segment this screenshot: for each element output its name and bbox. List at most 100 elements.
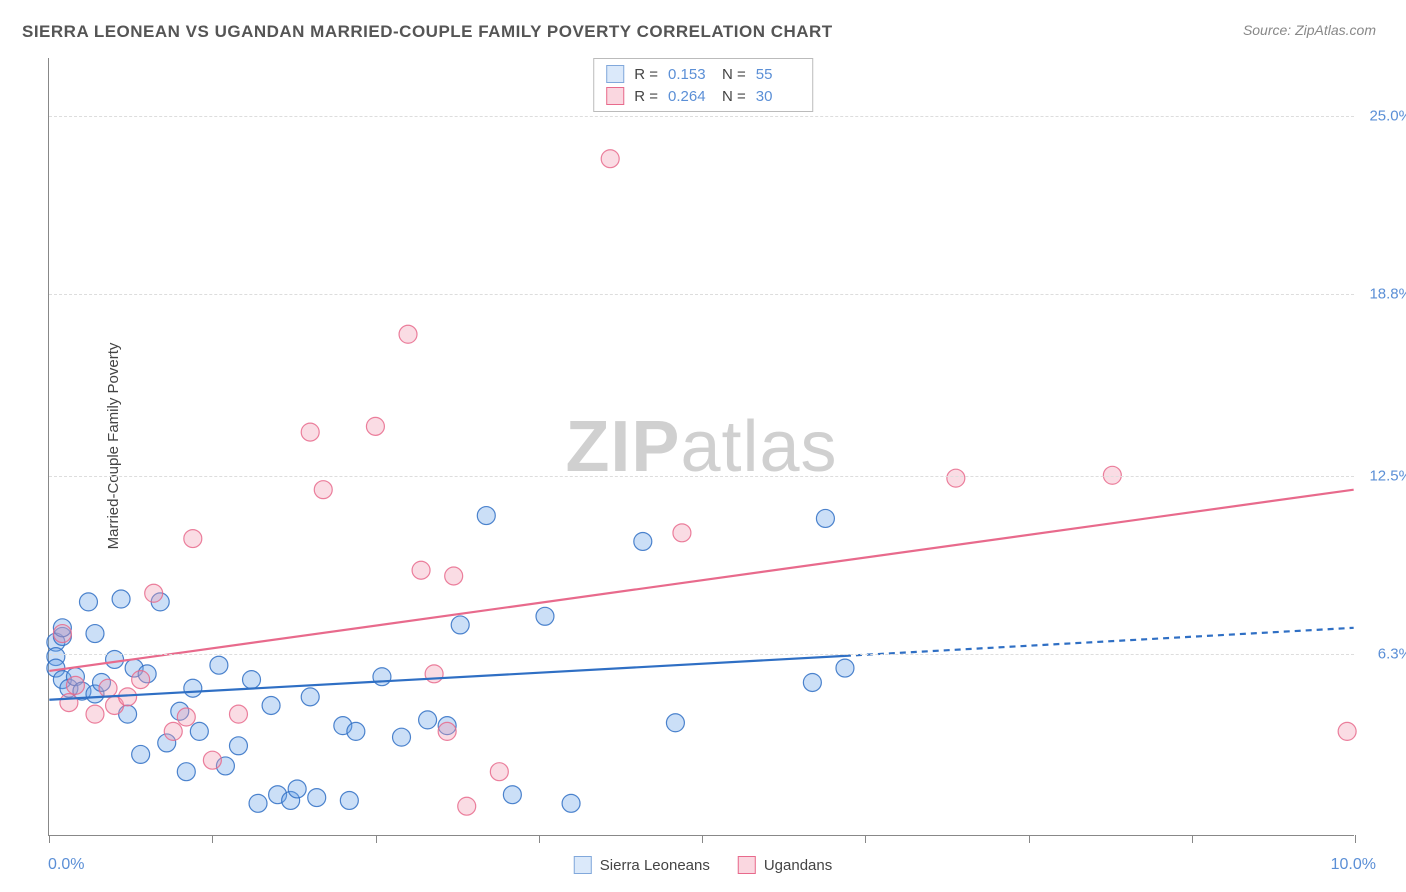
scatter-point: [210, 656, 228, 674]
r-value-1: 0.153: [668, 66, 712, 83]
scatter-point: [184, 679, 202, 697]
scatter-point: [412, 561, 430, 579]
source-attribution: Source: ZipAtlas.com: [1243, 22, 1376, 38]
x-tick: [539, 835, 540, 843]
scatter-point: [145, 584, 163, 602]
chart-svg: [49, 58, 1354, 835]
scatter-point: [99, 679, 117, 697]
r-value-2: 0.264: [668, 88, 712, 105]
scatter-point: [243, 671, 261, 689]
legend-swatch-1: [574, 856, 592, 874]
grid-line: [49, 116, 1354, 117]
stats-row-2: R = 0.264 N = 30: [606, 85, 800, 107]
trend-line-dashed: [845, 628, 1354, 656]
scatter-point: [458, 797, 476, 815]
scatter-point: [301, 688, 319, 706]
scatter-point: [86, 625, 104, 643]
grid-line: [49, 294, 1354, 295]
scatter-point: [347, 722, 365, 740]
r-label: R =: [634, 66, 658, 83]
scatter-point: [393, 728, 411, 746]
scatter-point: [132, 671, 150, 689]
legend-item-2: Ugandans: [738, 856, 832, 874]
n-value-1: 55: [756, 66, 800, 83]
scatter-point: [86, 705, 104, 723]
scatter-point: [177, 763, 195, 781]
scatter-point: [190, 722, 208, 740]
grid-line: [49, 476, 1354, 477]
scatter-point: [262, 697, 280, 715]
scatter-point: [366, 417, 384, 435]
trend-line: [49, 656, 845, 700]
n-value-2: 30: [756, 88, 800, 105]
trend-line: [49, 490, 1353, 671]
scatter-point: [340, 791, 358, 809]
x-axis-min-label: 0.0%: [48, 856, 84, 874]
grid-line: [49, 654, 1354, 655]
scatter-point: [451, 616, 469, 634]
x-tick: [1192, 835, 1193, 843]
x-axis-max-label: 10.0%: [1331, 856, 1376, 874]
scatter-point: [203, 751, 221, 769]
y-tick-label: 12.5%: [1360, 467, 1406, 484]
scatter-point: [112, 590, 130, 608]
bottom-legend: Sierra Leoneans Ugandans: [574, 856, 832, 874]
x-tick: [376, 835, 377, 843]
scatter-point: [438, 722, 456, 740]
scatter-point: [947, 469, 965, 487]
scatter-point: [562, 794, 580, 812]
n-label-2: N =: [722, 88, 746, 105]
stats-box: R = 0.153 N = 55 R = 0.264 N = 30: [593, 58, 813, 112]
scatter-point: [66, 676, 84, 694]
scatter-point: [673, 524, 691, 542]
scatter-point: [601, 150, 619, 168]
scatter-point: [803, 673, 821, 691]
scatter-point: [836, 659, 854, 677]
n-label: N =: [722, 66, 746, 83]
plot-area: ZIPatlas 6.3%12.5%18.8%25.0%: [48, 58, 1354, 836]
scatter-point: [314, 481, 332, 499]
chart-title: SIERRA LEONEAN VS UGANDAN MARRIED-COUPLE…: [22, 22, 833, 42]
scatter-point: [666, 714, 684, 732]
swatch-series1: [606, 65, 624, 83]
x-tick: [702, 835, 703, 843]
scatter-point: [477, 507, 495, 525]
y-tick-label: 25.0%: [1360, 107, 1406, 124]
scatter-point: [301, 423, 319, 441]
scatter-point: [229, 737, 247, 755]
scatter-point: [373, 668, 391, 686]
scatter-point: [60, 694, 78, 712]
scatter-point: [184, 530, 202, 548]
scatter-point: [425, 665, 443, 683]
x-tick: [1355, 835, 1356, 843]
legend-label-1: Sierra Leoneans: [600, 857, 710, 874]
scatter-point: [229, 705, 247, 723]
scatter-point: [536, 607, 554, 625]
x-tick: [49, 835, 50, 843]
scatter-point: [634, 532, 652, 550]
x-tick: [1029, 835, 1030, 843]
scatter-point: [816, 509, 834, 527]
scatter-point: [106, 650, 124, 668]
scatter-point: [419, 711, 437, 729]
scatter-point: [177, 708, 195, 726]
legend-item-1: Sierra Leoneans: [574, 856, 710, 874]
scatter-point: [164, 722, 182, 740]
scatter-point: [288, 780, 306, 798]
scatter-point: [490, 763, 508, 781]
scatter-point: [308, 789, 326, 807]
scatter-point: [79, 593, 97, 611]
y-tick-label: 18.8%: [1360, 286, 1406, 303]
scatter-point: [53, 625, 71, 643]
legend-label-2: Ugandans: [764, 857, 832, 874]
stats-row-1: R = 0.153 N = 55: [606, 63, 800, 85]
scatter-point: [399, 325, 417, 343]
r-label-2: R =: [634, 88, 658, 105]
x-tick: [212, 835, 213, 843]
swatch-series2: [606, 87, 624, 105]
scatter-point: [503, 786, 521, 804]
scatter-point: [132, 745, 150, 763]
y-tick-label: 6.3%: [1360, 646, 1406, 663]
x-tick: [865, 835, 866, 843]
scatter-point: [249, 794, 267, 812]
